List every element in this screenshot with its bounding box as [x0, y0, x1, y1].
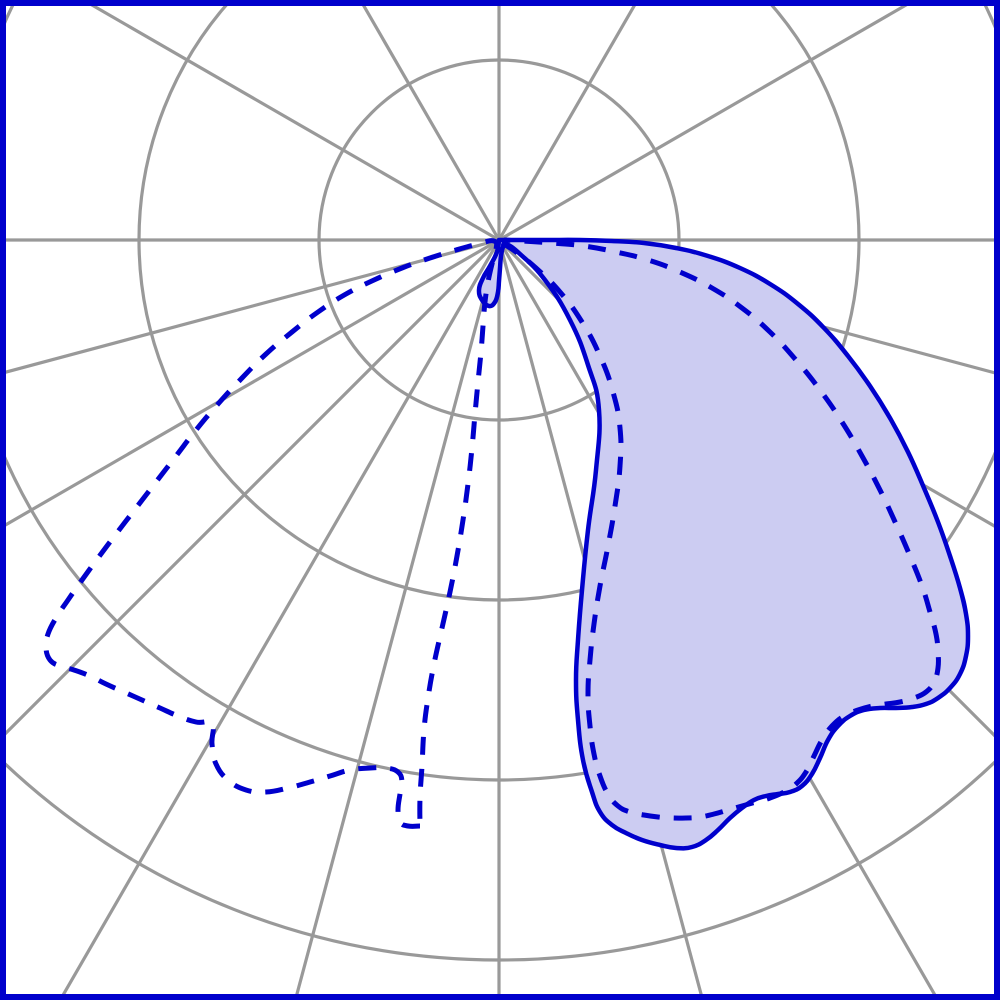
- series-line-dashed-reference: [43, 238, 500, 829]
- polar-spoke-150deg: [0, 238, 500, 530]
- series-line-dashed-reference-right: [500, 237, 942, 821]
- series-fill-solid-measured: [478, 239, 968, 849]
- polar-spoke--120deg: [358, 0, 501, 241]
- polar-spoke--30deg: [498, 0, 918, 242]
- polar-spoke-165deg: [0, 238, 500, 376]
- polar-spoke--60deg: [497, 0, 640, 241]
- polar-spoke-75deg: [497, 239, 705, 1000]
- polar-series-group: [43, 237, 971, 851]
- polar-spoke-120deg: [58, 239, 501, 1000]
- polar-spoke-105deg: [293, 239, 501, 1000]
- polar-spoke--150deg: [80, 0, 500, 242]
- polar-spoke-135deg: [0, 238, 501, 742]
